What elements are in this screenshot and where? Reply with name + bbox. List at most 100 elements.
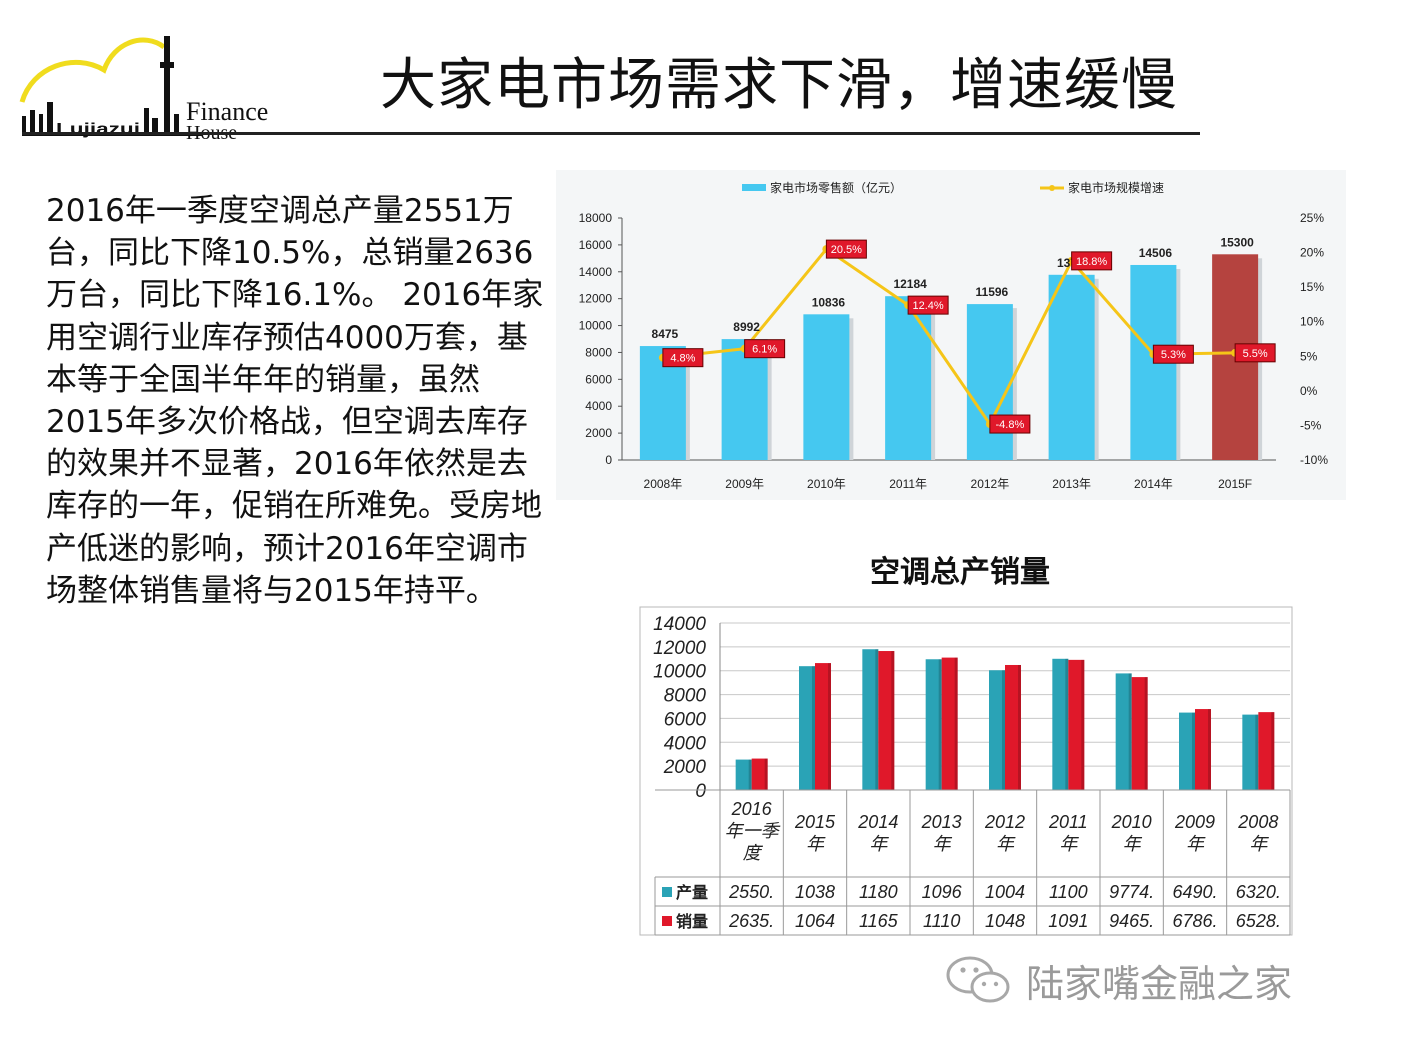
chart1-legend: 家电市场零售额（亿元） 家电市场规模增速 [742,180,1164,195]
y-tick-label: 8000 [664,686,707,707]
x-tick-label: 2013年 [1052,477,1091,491]
chart2-title: 空调总产销量 [870,556,1050,589]
bar-shade [1018,664,1021,790]
y2-tick-label: 15% [1300,280,1324,294]
growth-label: 20.5% [831,244,862,256]
y2-tick-label: -5% [1300,418,1322,432]
bar-产量 [1242,714,1259,790]
bar-shade [1255,714,1259,790]
bar [966,304,1013,460]
x-category-label: 年 [933,834,953,854]
x-category-label: 年 [996,834,1016,854]
bar-shade [828,663,831,790]
y2-tick-label: 5% [1300,349,1318,363]
bar-shade [938,659,942,790]
table-cell: 1091 [1048,911,1088,931]
bar-销量 [815,663,831,790]
table-cell: 1048 [985,911,1025,931]
growth-label: 4.8% [670,353,695,365]
table-cell: 6528. [1236,911,1281,931]
x-category-label: 年 [1123,834,1143,854]
bar-shade [1081,659,1085,790]
growth-line [662,247,1236,427]
table-cell: 1110 [923,911,960,931]
bar [721,339,768,460]
bar-产量 [925,659,942,790]
bar-产量 [799,666,815,790]
growth-label: 12.4% [913,300,944,312]
y-tick-label: 10000 [653,662,706,683]
watermark: 陆家嘴金融之家 [944,950,1364,1010]
y2-tick-label: 0% [1300,384,1318,398]
growth-label-box [1152,344,1194,364]
x-tick-label: 2014年 [1134,477,1173,491]
bar-shade [1128,673,1132,790]
series-name: 产量 [676,883,708,902]
x-category-label: 2010 [1111,812,1152,832]
y-tick-label: 12000 [653,638,706,659]
title-divider [22,132,1200,135]
x-tick-label: 2012年 [971,477,1010,491]
x-category-label: 2014 [857,812,898,832]
table-cell: 9774. [1109,882,1154,902]
y-tick-label: 0 [695,781,706,802]
x-category-label: 年 [1249,834,1269,854]
bar-value-label: 8992 [733,320,760,334]
table-cell: 6490. [1172,882,1217,902]
retail-sales-chart: 家电市场零售额（亿元） 家电市场规模增速 0 2000 4000 6000 8000 10… [556,170,1346,500]
watermark-text: 陆家嘴金融之家 [1026,961,1293,1006]
y-tick-label: 12000 [579,292,613,306]
legend-bar-label: 家电市场零售额（亿元） [770,180,902,195]
bar-shade [1065,658,1069,790]
ac-production-sales-chart: 空调总产销量 02000400060008000100001200014000 … [639,556,1293,936]
bar [1048,274,1095,460]
x-category-label: 2011 [1048,812,1088,832]
growth-label-box [744,339,786,359]
x-category-label: 年 [1059,834,1079,854]
growth-label-box [662,348,704,368]
table-cell: 1004 [985,882,1025,902]
legend-line-label: 家电市场规模增速 [1068,180,1164,195]
bar-销量 [1005,664,1021,790]
x-tick-label: 2009年 [725,477,764,491]
bar-销量 [1068,659,1085,790]
bar [803,314,850,460]
bar-shade [748,759,752,790]
table-cell: 1165 [859,911,899,931]
y-tick-label: 18000 [579,211,613,225]
bar [885,296,932,460]
logo-finance: Finance [186,97,268,126]
y2-tick-label: 20% [1300,246,1324,260]
bar-销量 [751,758,768,790]
x-category-label: 度 [743,843,764,863]
table-cell: 2635. [728,911,774,931]
bar-shade [1002,670,1005,790]
y-tick-label: 6000 [664,709,707,730]
bar-产量 [862,649,879,790]
bar-销量 [1258,712,1275,790]
growth-label: 6.1% [752,344,777,356]
y-tick-label: 8000 [585,345,612,359]
bar-shade [1144,677,1148,790]
x-category-label: 2015 [794,812,836,832]
y2-tick-label: -10% [1300,453,1328,467]
legend-bar-swatch [742,184,766,191]
bar-产量 [989,670,1005,790]
x-category-label: 年一季 [725,821,781,841]
bar-value-label: 10836 [812,295,846,309]
page-title: 大家电市场需求下滑，增速缓慢 [380,53,1178,118]
y-tick-label: 14000 [579,265,613,279]
bar-产量 [1052,658,1069,790]
y-tick-label: 2000 [663,757,707,778]
bar-产量 [1115,673,1132,790]
x-category-label: 2012 [984,812,1025,832]
x-tick-label: 2010年 [807,477,846,491]
y-tick-label: 16000 [579,238,613,252]
growth-label-box [907,295,949,315]
bar-产量 [1179,712,1195,790]
bar-shade [1192,712,1195,790]
bar-value-label: 15300 [1220,235,1254,249]
table-cell: 1038 [795,882,835,902]
bar-shade [1208,709,1211,790]
table-cell: 9465. [1109,911,1154,931]
